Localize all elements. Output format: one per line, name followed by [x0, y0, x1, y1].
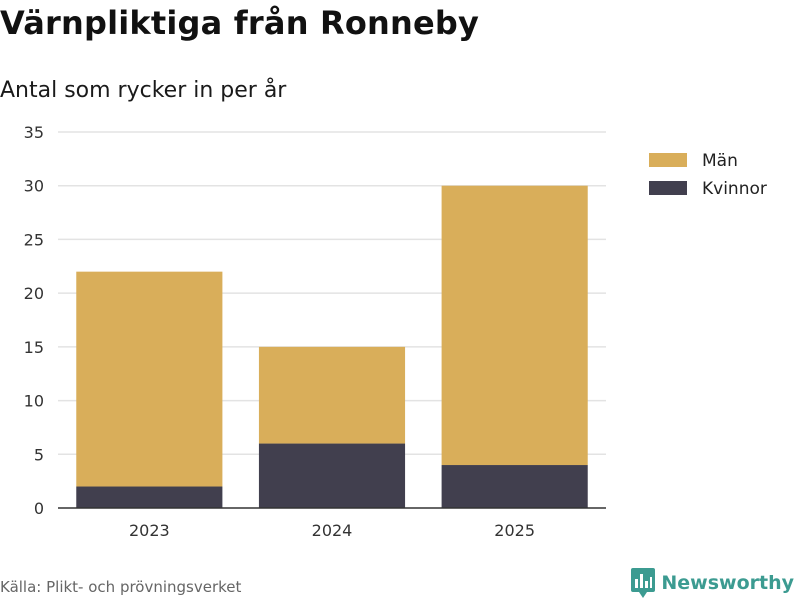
y-tick-label: 10: [24, 392, 44, 411]
x-tick-label: 2025: [494, 521, 535, 540]
brand-logo: Newsworthy: [631, 568, 794, 598]
bar-män-2023: [76, 271, 223, 487]
bar-kvinnor-2025: [441, 465, 588, 508]
x-axis: 2023 2024 2025: [58, 507, 606, 540]
legend-swatch: [649, 153, 687, 167]
bar-män-2024: [258, 346, 406, 444]
chart-title: Värnpliktiga från Ronneby: [0, 4, 480, 42]
x-tick-label: 2023: [129, 521, 170, 540]
y-tick-label: 25: [24, 230, 44, 249]
legend-label: Män: [702, 151, 738, 171]
y-tick-label: 5: [34, 445, 44, 464]
y-tick-label: 30: [24, 177, 44, 196]
y-axis-ticks: 0 5 10 15 20 25 30 35: [24, 123, 44, 518]
y-tick-label: 0: [34, 499, 44, 518]
bar-kvinnor-2024: [258, 443, 406, 508]
legend-swatch: [649, 181, 687, 195]
x-tick-label: 2024: [312, 521, 353, 540]
source-note: Källa: Plikt- och prövningsverket: [0, 578, 242, 596]
brand-name: Newsworthy: [661, 572, 794, 594]
chart-subtitle: Antal som rycker in per år: [0, 78, 287, 103]
newsworthy-logo-icon: [631, 568, 656, 598]
bar-kvinnor-2023: [76, 486, 223, 508]
legend-label: Kvinnor: [702, 179, 767, 199]
y-tick-label: 20: [24, 284, 44, 303]
bar-män-2025: [441, 185, 588, 466]
legend: Män Kvinnor: [649, 151, 767, 199]
y-tick-label: 35: [24, 123, 44, 142]
bars: [76, 185, 588, 508]
y-tick-label: 15: [24, 338, 44, 357]
